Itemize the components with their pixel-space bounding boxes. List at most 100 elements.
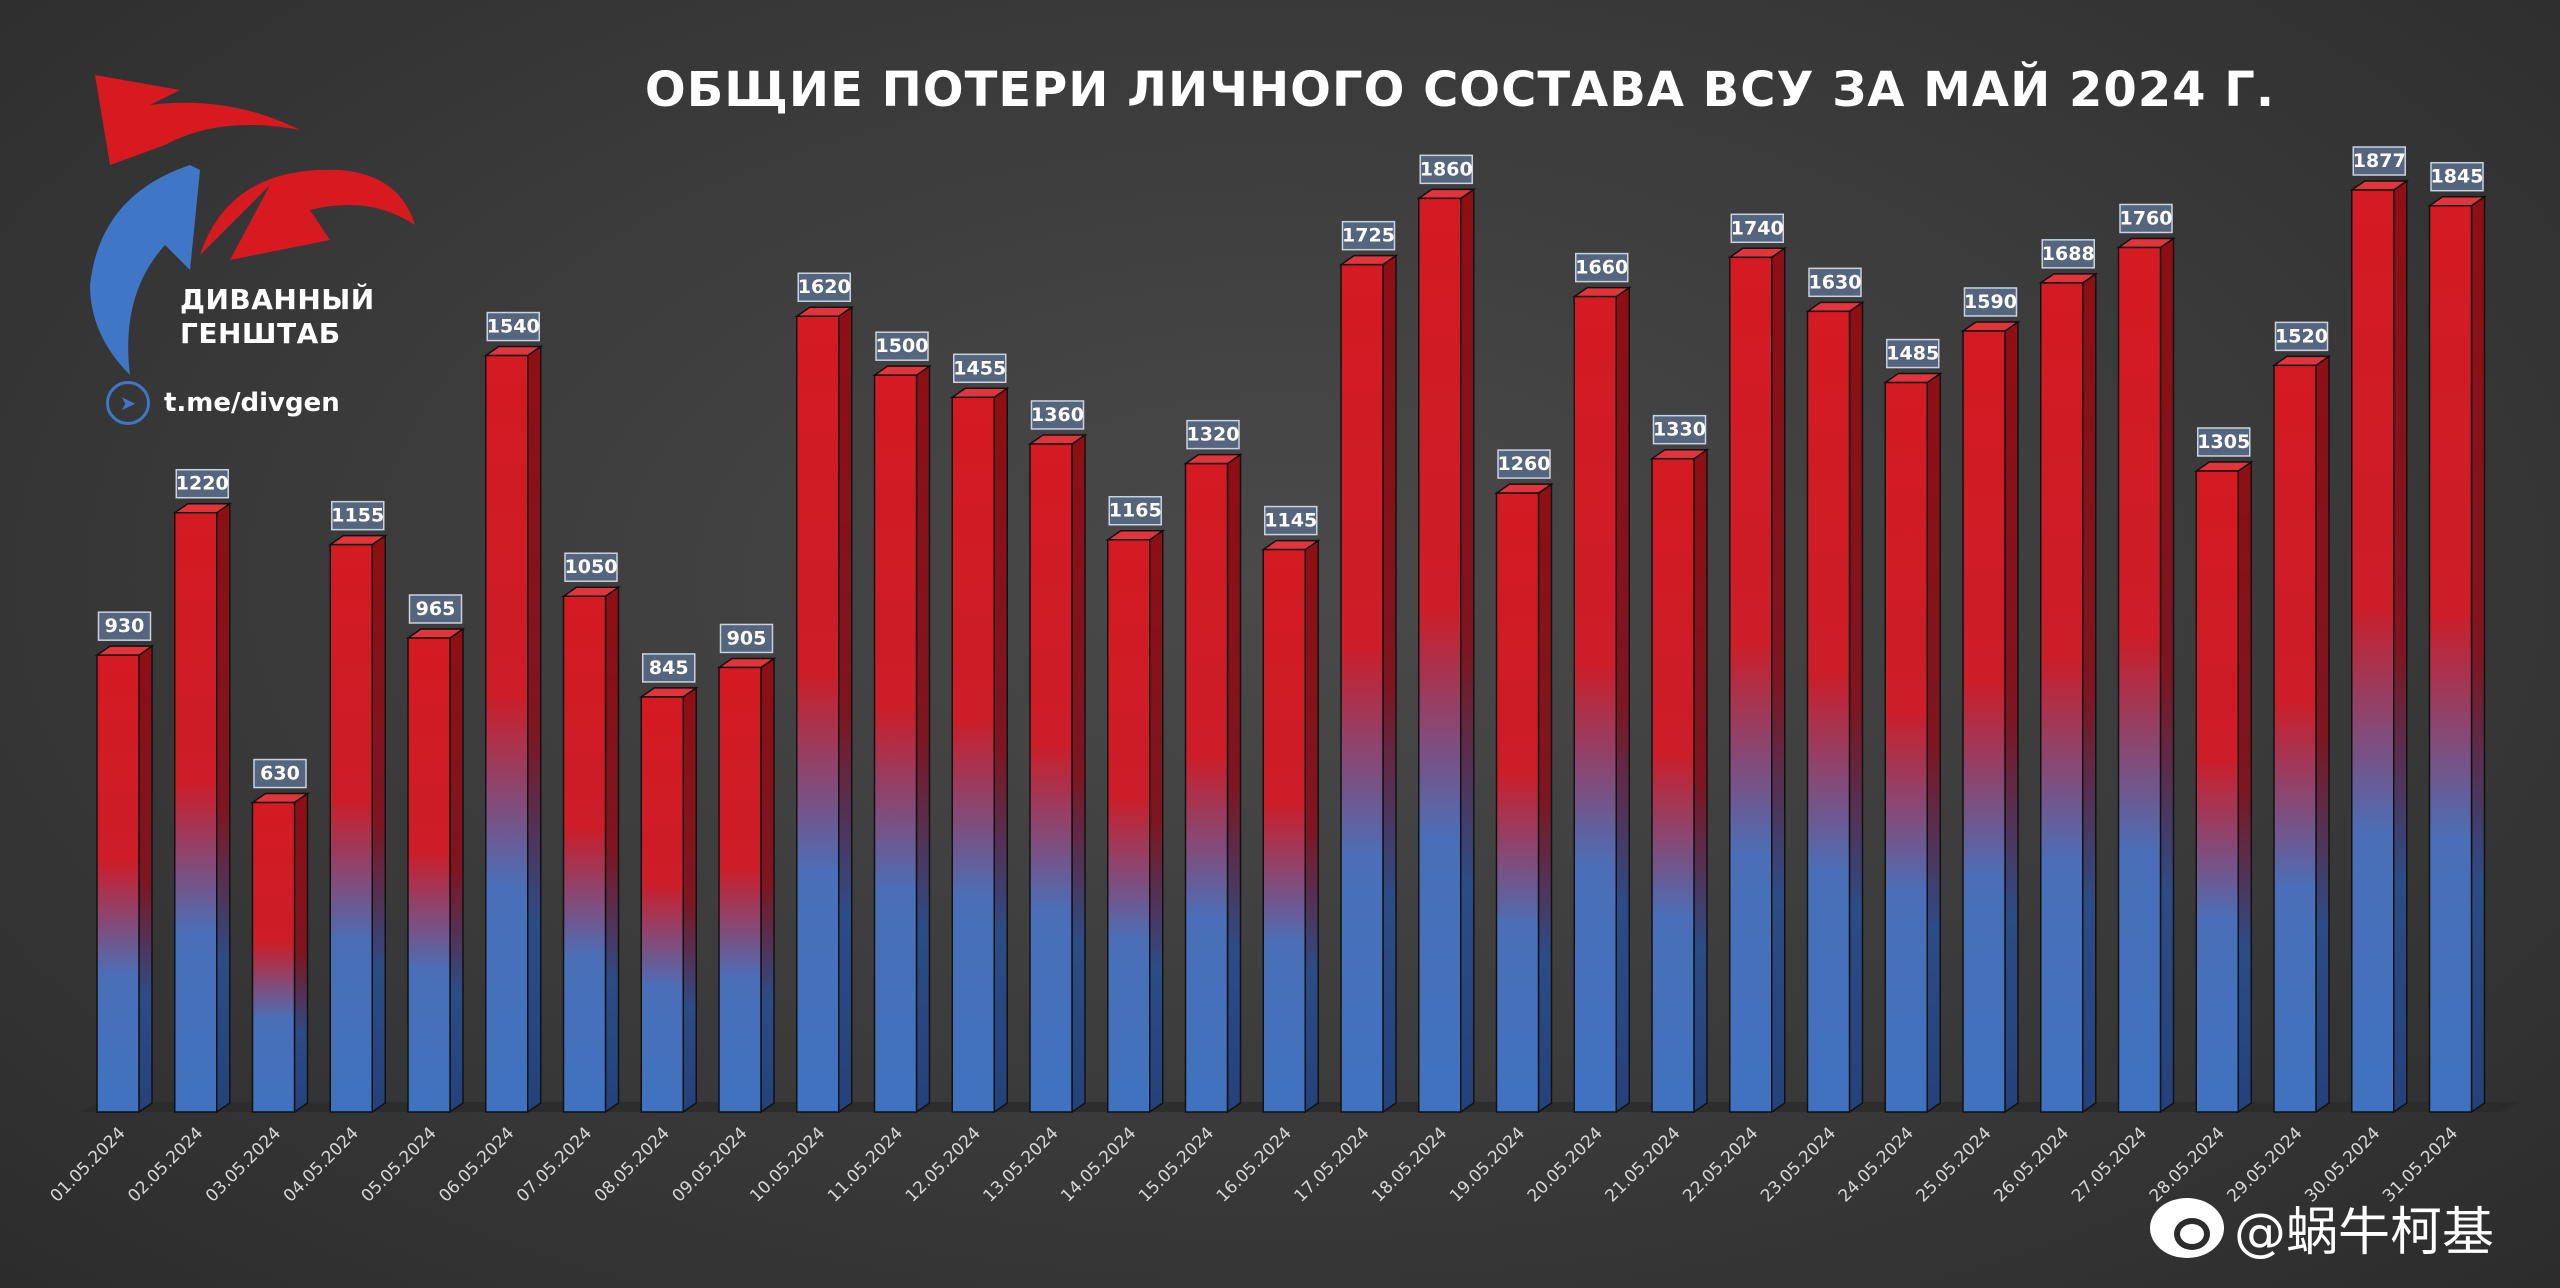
data-label: 1877: [2353, 150, 2406, 172]
chart-title: ОБЩИЕ ПОТЕРИ ЛИЧНОГО СОСТАВА ВСУ ЗА МАЙ …: [644, 62, 2276, 118]
data-label: 1305: [2197, 431, 2250, 453]
x-tick-label: 19.05.2024: [1446, 1123, 1529, 1206]
bar-side: [371, 534, 386, 1114]
data-label: 1860: [1420, 158, 1473, 180]
bar-side: [2082, 272, 2097, 1114]
bar: [1184, 462, 1229, 1113]
x-tick-label: 11.05.2024: [824, 1123, 907, 1206]
data-label: 1660: [1575, 257, 1628, 279]
data-label: 905: [727, 627, 767, 649]
x-tick-label: 07.05.2024: [513, 1123, 596, 1206]
data-label: 1520: [2275, 325, 2328, 347]
bar: [2351, 189, 2395, 1113]
brand-logo-arrows-icon: [90, 75, 415, 375]
data-label-box: [875, 331, 929, 361]
brand-name-line1: ДИВАННЫЙ: [180, 283, 375, 316]
bar-side: [1693, 448, 1708, 1114]
data-label-box: [2430, 161, 2484, 192]
x-tick-label: 03.05.2024: [202, 1123, 285, 1206]
brand-name-line2: ГЕНШТАБ: [180, 317, 341, 350]
x-tick-label: 26.05.2024: [1990, 1123, 2073, 1206]
bar-side: [449, 627, 464, 1114]
data-label-box: [1575, 252, 1629, 283]
x-tick-label: 27.05.2024: [2068, 1123, 2151, 1206]
data-label: 845: [649, 657, 689, 679]
data-label: 1220: [176, 473, 229, 495]
x-tick-label: 23.05.2024: [1757, 1123, 1840, 1206]
data-label: 1050: [565, 556, 618, 578]
data-label: 1590: [1964, 291, 2017, 313]
x-tick-label: 06.05.2024: [435, 1123, 518, 1206]
data-label: 1320: [1187, 424, 1240, 446]
data-label: 1145: [1264, 510, 1317, 532]
x-tick-label: 10.05.2024: [746, 1123, 829, 1206]
bar: [1029, 443, 1073, 1113]
data-label: 1725: [1342, 225, 1395, 247]
bar-side: [1304, 539, 1319, 1114]
data-label-box: [1186, 419, 1240, 450]
x-tick-label: 22.05.2024: [1679, 1123, 1762, 1206]
bar-side: [216, 502, 231, 1114]
data-label-box: [2274, 321, 2329, 352]
channel-text: t.me/divgen: [164, 388, 340, 418]
data-label-box: [2197, 427, 2251, 457]
x-tick-label: 02.05.2024: [124, 1123, 207, 1206]
weibo-icon: [2150, 1197, 2224, 1258]
bar: [1962, 330, 2006, 1113]
bar: [1262, 548, 1306, 1113]
bar: [1495, 492, 1540, 1113]
bar: [251, 801, 296, 1113]
bar-side: [682, 686, 697, 1114]
data-label-box: [2041, 239, 2095, 269]
data-label-box: [2119, 203, 2173, 234]
x-tick-label: 18.05.2024: [1368, 1123, 1451, 1206]
data-label-box: [408, 594, 463, 624]
data-label-box: [719, 623, 774, 654]
data-label-box: [1341, 220, 1396, 251]
data-label-box: [1963, 287, 2018, 317]
bar-side: [1615, 286, 1630, 1114]
x-tick-label: 20.05.2024: [1524, 1123, 1607, 1206]
bar-side: [838, 305, 853, 1114]
bar-side: [1382, 254, 1397, 1114]
bar-side: [1771, 246, 1786, 1114]
bar: [2273, 364, 2317, 1113]
bars-group: [94, 179, 2487, 1114]
data-label-box: [1030, 400, 1085, 430]
bar-side: [1848, 300, 1864, 1114]
bar: [873, 374, 918, 1113]
bar-side: [1460, 187, 1475, 1114]
data-label-box: [1652, 414, 1707, 445]
data-label-box: [1419, 154, 1473, 185]
x-tick-label: 01.05.2024: [47, 1123, 130, 1206]
bar: [1418, 197, 1462, 1113]
data-label-box: [253, 758, 307, 789]
data-label-box: [175, 468, 229, 499]
data-label: 1630: [1809, 271, 1862, 293]
data-label-box: [2352, 146, 2406, 176]
data-label-box: [97, 611, 152, 641]
bar: [951, 396, 995, 1113]
bar-side: [2237, 460, 2252, 1114]
data-label: 1740: [1731, 217, 1784, 239]
data-label: 1620: [798, 276, 851, 298]
bar: [485, 354, 529, 1113]
bar-side: [138, 644, 153, 1114]
x-tick-label: 24.05.2024: [1835, 1123, 1918, 1206]
date-labels-group: 01.05.202402.05.202403.05.202404.05.2024…: [47, 1123, 2462, 1206]
x-tick-label: 17.05.2024: [1291, 1123, 1374, 1206]
bar-side: [1226, 453, 1242, 1114]
data-label-box: [1108, 495, 1162, 526]
x-tick-label: 21.05.2024: [1602, 1123, 1685, 1206]
bar-side: [2470, 195, 2486, 1114]
bar: [407, 637, 451, 1113]
x-tick-label: 12.05.2024: [902, 1123, 985, 1206]
channel-link[interactable]: ➤ t.me/divgen: [106, 381, 340, 425]
data-label: 965: [416, 598, 456, 620]
bar-side: [2004, 320, 2019, 1114]
bar: [1340, 263, 1384, 1113]
x-tick-label: 15.05.2024: [1135, 1123, 1218, 1206]
data-label-box: [953, 353, 1007, 384]
bar: [1884, 381, 1928, 1113]
